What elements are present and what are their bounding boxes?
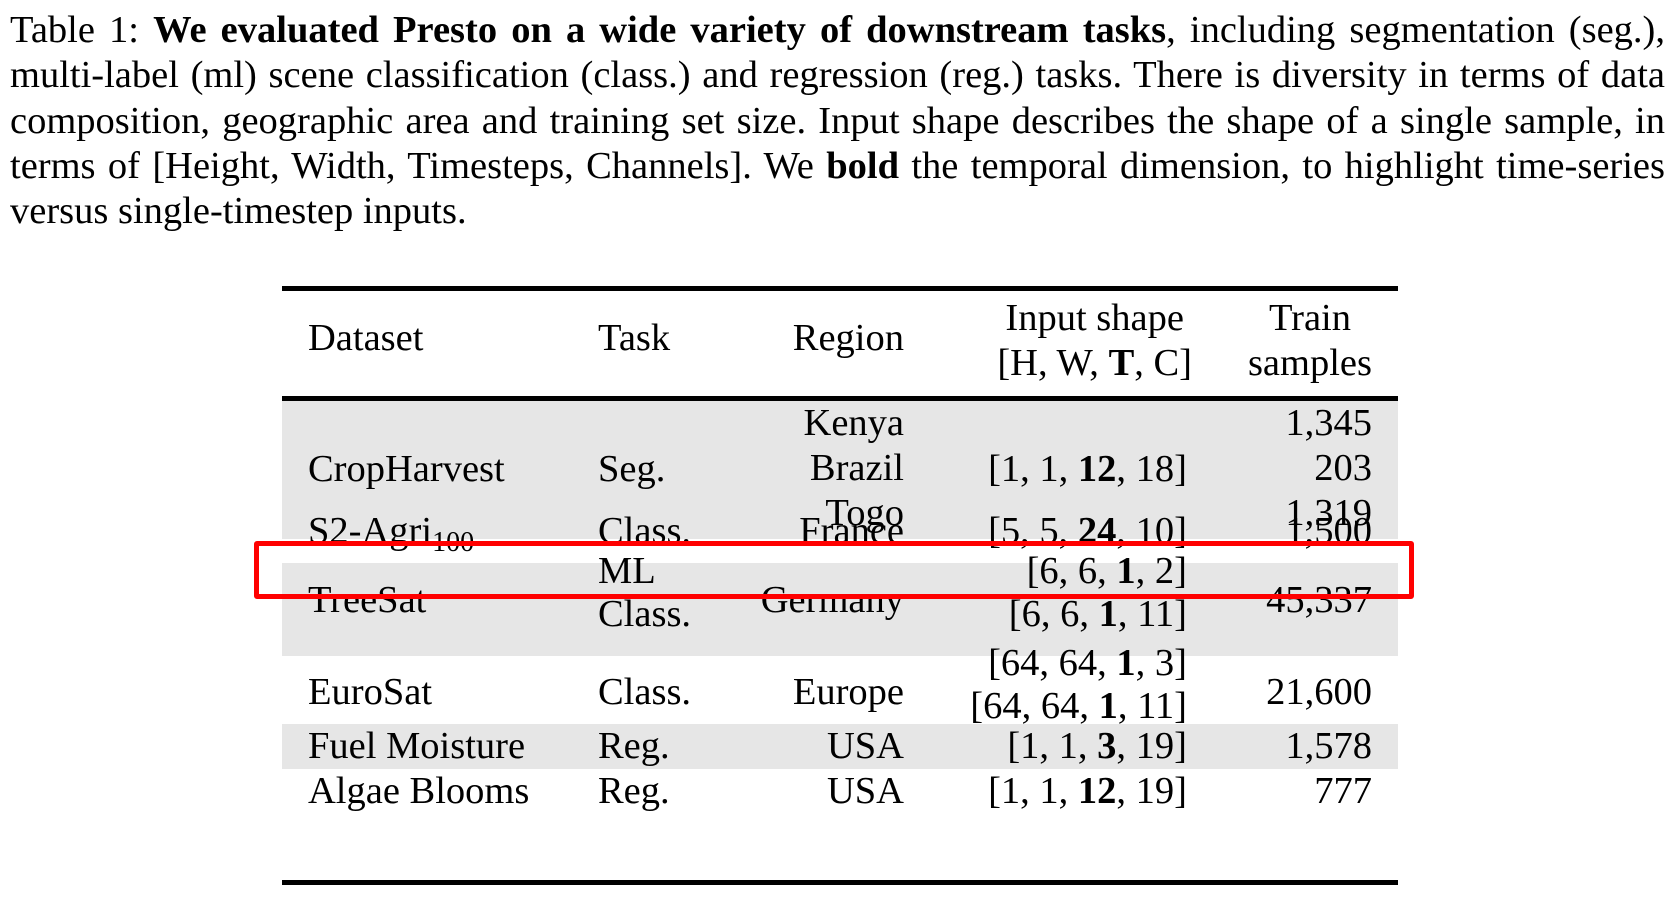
- row-fuel-moisture-task: Reg.: [598, 725, 670, 767]
- header-task: Task: [598, 317, 671, 359]
- row-algae-blooms-task: Reg.: [598, 770, 670, 812]
- row-fuel-moisture-region: USA: [826, 725, 904, 767]
- row-treesat-region: Germany: [760, 579, 904, 621]
- eurosat-shape-2: [64, 64, 1, 11]: [970, 685, 1187, 727]
- row-algae-blooms-train: 777: [1314, 770, 1372, 812]
- table-header-rule: [282, 396, 1398, 401]
- table-caption: Table 1: We evaluated Presto on a wide v…: [10, 8, 1665, 234]
- row-eurosat-train: 21,600: [1266, 671, 1372, 713]
- row-shade-cropharvest: [282, 401, 1398, 539]
- header-region: Region: [792, 317, 904, 359]
- header-input-shape: Input shape [H, W, T, C]: [997, 296, 1192, 386]
- row-eurosat-region: Europe: [792, 671, 904, 713]
- caption-text-2: the temporal dimension, to highlight tim…: [10, 144, 1665, 233]
- row-algae-blooms-region: USA: [826, 770, 904, 812]
- header-train-line1: Train: [1268, 297, 1351, 339]
- row-eurosat-shapes: [64, 64, 1, 3] [64, 64, 1, 11]: [970, 642, 1187, 728]
- region-kenya: Kenya: [803, 402, 904, 444]
- table-top-rule: [282, 286, 1398, 291]
- row-cropharvest-shape: [1, 1, 12, 18]: [988, 448, 1187, 490]
- row-treesat-train: 45,337: [1266, 579, 1372, 621]
- caption-bold-word: bold: [826, 144, 899, 187]
- row-eurosat-task: Class.: [598, 671, 692, 713]
- row-shade-treesat: [282, 563, 1398, 656]
- row-treesat-shapes: [6, 6, 1, 2] [6, 6, 1, 11]: [1009, 550, 1187, 636]
- train-brazil: 203: [1314, 447, 1372, 489]
- treesat-shape-2: [6, 6, 1, 11]: [1008, 593, 1187, 635]
- row-cropharvest-regions: Kenya Brazil Togo: [804, 401, 904, 536]
- table-bottom-rule: [282, 880, 1398, 885]
- train-kenya: 1,345: [1285, 402, 1372, 444]
- row-cropharvest-task: Seg.: [598, 448, 666, 490]
- region-togo: Togo: [825, 492, 904, 534]
- row-treesat-dataset: TreeSat: [308, 579, 427, 621]
- header-input-shape-line1: Input shape: [1005, 297, 1184, 339]
- caption-text-1: , including segmentation (seg.), multi-l…: [10, 9, 1666, 187]
- row-fuel-moisture-train: 1,578: [1285, 725, 1372, 767]
- eurosat-shape-1: [64, 64, 1, 3]: [988, 642, 1187, 684]
- row-treesat-task: ML Class.: [598, 550, 692, 635]
- train-togo: 1,319: [1285, 492, 1372, 534]
- row-shade-fuel-moisture: [282, 724, 1398, 769]
- row-algae-blooms-dataset: Algae Blooms: [308, 770, 530, 812]
- treesat-shape-1: [6, 6, 1, 2]: [1026, 550, 1187, 592]
- header-dataset: Dataset: [308, 317, 424, 359]
- header-input-shape-line2: [H, W, T, C]: [997, 342, 1192, 384]
- row-fuel-moisture-dataset: Fuel Moisture: [308, 725, 526, 767]
- row-cropharvest-train: 1,345 203 1,319: [1285, 401, 1372, 536]
- header-train-line2: samples: [1247, 342, 1372, 384]
- caption-bold-lead: We evaluated Presto on a wide variety of…: [153, 9, 1167, 51]
- row-algae-blooms-shape: [1, 1, 12, 19]: [988, 770, 1187, 812]
- row-eurosat-dataset: EuroSat: [308, 671, 433, 713]
- caption-label: Table 1:: [10, 9, 139, 51]
- row-fuel-moisture-shape: [1, 1, 3, 19]: [1007, 725, 1187, 767]
- row-cropharvest-dataset: CropHarvest: [308, 448, 505, 490]
- region-brazil: Brazil: [809, 447, 904, 489]
- header-train-samples: Train samples: [1248, 296, 1372, 386]
- highlight-box-s2agri-row: [254, 541, 1414, 599]
